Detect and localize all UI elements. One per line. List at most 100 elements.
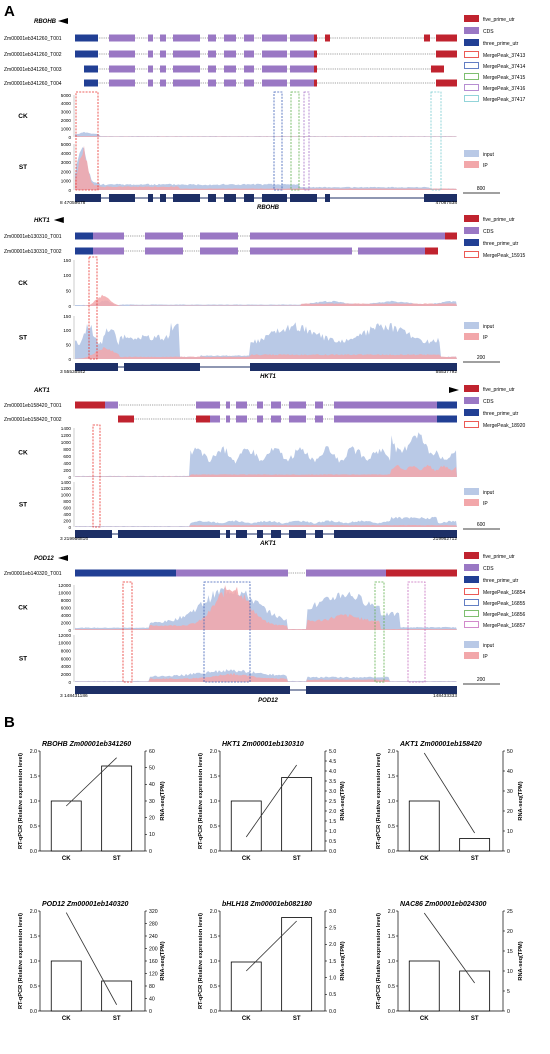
y2-tick-label: 20: [507, 809, 513, 815]
peak-box: [430, 91, 442, 191]
genome-exon: [173, 194, 200, 202]
track-tick-label: 1400: [61, 480, 72, 485]
track-tick-label: 1000: [61, 126, 72, 131]
bar-st: [281, 777, 313, 852]
transcript-label: Zm00001eb140320_T001: [4, 571, 62, 577]
exon-block: [271, 401, 281, 409]
track-tick-label: 2000: [61, 118, 72, 123]
legend-label: MergePeak_37417: [483, 97, 525, 103]
track-tick-label: 50: [66, 342, 72, 347]
axis-prefix: 3: [60, 536, 63, 542]
gene-label: HKT1: [260, 374, 276, 380]
y2-tick-label: 3.0: [329, 909, 336, 915]
track-tick-label: 4000: [61, 151, 72, 156]
y2-tick-label: 240: [149, 934, 158, 940]
y-tick-label: 0.0: [30, 849, 37, 855]
exon-block: [160, 65, 166, 73]
legend-label: three_prime_utr: [483, 41, 519, 47]
exon-block: [109, 79, 135, 87]
exon-block: [236, 415, 247, 423]
y2-tick-label: 1.0: [329, 975, 336, 981]
y-tick-label: 1.5: [30, 934, 37, 940]
expression-chart-rbohb: RBOHB Zm00001eb341260 0.0 0.5 1.0 1.5 2.0 0 10 2…: [18, 741, 166, 862]
gene-name: RBOHB: [34, 19, 57, 25]
y2-tick-label: 40: [507, 769, 513, 775]
legend-label: MergePeak_16855: [483, 601, 525, 607]
legend-swatch: [464, 251, 479, 258]
legend-swatch: [464, 27, 479, 34]
coord-end: 148433333: [433, 693, 457, 699]
gene-panel-rbohb: RBOHB Zm00001eb341260_T001 Zm00001eb341260…: [4, 15, 525, 211]
y2-tick-label: 40: [149, 996, 155, 1002]
exon-block: [75, 50, 98, 58]
y-axis-label: RT-qPCR (Relative expression level): [376, 913, 382, 1009]
chart-title: AKT1 Zm00001eb158420: [399, 741, 482, 748]
coord-end: 219962712: [433, 536, 457, 542]
legend-swatch: [464, 51, 479, 58]
exon-block: [145, 247, 183, 255]
legend-label: five_prime_utr: [483, 17, 515, 23]
expression-chart-hkt1: HKT1 Zm00001eb130310 0.0 0.5 1.0 1.5 2.0 0.0 0.…: [198, 741, 346, 862]
legend-swatch: [464, 227, 479, 234]
axis-prefix: 3: [60, 369, 63, 375]
transcript-label: Zm00001eb341260_T004: [4, 81, 62, 87]
track-tick-label: 800: [63, 447, 71, 452]
y-tick-label: 1.0: [30, 799, 37, 805]
exon-block: [250, 247, 352, 255]
y-tick-label: 0.0: [210, 1009, 217, 1015]
track-tick-label: 400: [63, 461, 71, 466]
chart-title: NAC86 Zm00001eb024300: [400, 901, 487, 908]
exon-block: [436, 50, 457, 58]
legend-label: MergePeak_18920: [483, 423, 525, 429]
track-label: ST: [19, 502, 27, 509]
rnaseq-line: [423, 912, 475, 984]
genome-exon: [244, 194, 254, 202]
panel-label-a: A: [4, 3, 15, 20]
exon-block: [224, 34, 236, 42]
genome-exon: [208, 194, 216, 202]
input-coverage: [75, 131, 457, 137]
exon-block: [148, 65, 153, 73]
y2-tick-label: 15: [507, 949, 513, 955]
track-tick-label: 400: [63, 512, 71, 517]
chart-title: HKT1 Zm00001eb130310: [222, 741, 304, 748]
genome-exon: [424, 194, 457, 202]
track-tick-label: 8000: [61, 648, 72, 653]
track-tick-label: 100: [63, 273, 71, 278]
exon-block: [160, 79, 166, 87]
track-tick-label: 0: [68, 135, 71, 140]
input-coverage: [75, 432, 457, 477]
exon-block: [208, 79, 216, 87]
exon-block: [315, 415, 323, 423]
exon-block: [93, 247, 124, 255]
exon-block: [262, 79, 287, 87]
y-tick-label: 0.5: [388, 824, 395, 830]
legend-swatch: [464, 161, 479, 168]
y2-tick-label: 10: [507, 969, 513, 975]
exon-block: [244, 65, 254, 73]
ip-coverage: [75, 672, 457, 682]
exon-block: [314, 34, 317, 42]
exon-block: [262, 50, 287, 58]
y-tick-label: 0.5: [210, 824, 217, 830]
y-tick-label: 2.0: [388, 749, 395, 755]
track-tick-label: 0: [68, 475, 71, 480]
exon-block: [244, 34, 254, 42]
legend-label: IP: [483, 654, 488, 660]
exon-block: [290, 65, 314, 73]
track-tick-label: 150: [63, 314, 71, 319]
strand-arrow-icon: [53, 217, 64, 223]
track-tick-label: 10000: [58, 641, 71, 646]
scale-label: 800: [477, 186, 486, 192]
expression-chart-pod12: POD12 Zm00001eb140320 0.0 0.5 1.0 1.5 2.0 0 40 8…: [18, 901, 166, 1022]
exon-block: [290, 50, 314, 58]
y2-axis-label: RNA-seq(TPM): [160, 941, 166, 980]
x-tick-label: CK: [420, 1016, 429, 1022]
bar-st: [459, 838, 491, 852]
strand-arrow-icon: [58, 18, 68, 24]
exon-block: [257, 415, 263, 423]
chart-title-gene: AKT1: [399, 741, 420, 748]
y-tick-label: 2.0: [210, 749, 217, 755]
y2-tick-label: 5: [507, 989, 510, 995]
exon-block: [160, 34, 166, 42]
